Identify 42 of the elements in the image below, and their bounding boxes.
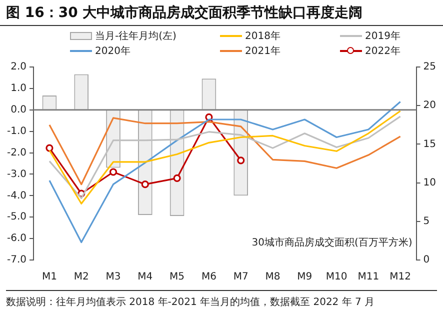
y2-tick-label: 25 [423, 62, 436, 73]
x-tick-label: M6 [201, 272, 216, 283]
y-tick-label: 1.0 [10, 83, 27, 94]
x-tick-label: M3 [106, 272, 121, 283]
text: 数据说明：往年月均值表示 2018 年-2021 年当月的均值，数据截至 2022 年 7 月 [6, 296, 376, 309]
y2-tick-label: 10 [423, 177, 436, 188]
x-tick-label: M5 [170, 272, 185, 283]
x-tick-label: M8 [265, 272, 280, 283]
point [46, 144, 54, 152]
y-tick-label: -6.0 [6, 233, 27, 244]
x-tick-label: M7 [233, 272, 248, 283]
y2-tick-label: 5 [423, 216, 430, 227]
point [109, 168, 118, 176]
y2-tick-label: 0 [423, 254, 430, 266]
x-tick-label: M4 [138, 272, 153, 283]
y2-tick-label: 20 [423, 100, 436, 112]
y-tick-label: -2.0 [6, 147, 27, 158]
x-tick-label: M1 [42, 272, 57, 283]
point [173, 174, 181, 182]
legend-label: 当月-往年月均(左) [95, 30, 176, 43]
legend-label: 2019年 [365, 30, 400, 43]
x-tick-label: M11 [358, 272, 380, 283]
y-tick-label: 0.0 [10, 104, 27, 116]
y2-tick-label: 15 [423, 138, 436, 150]
x-tick-label: M10 [326, 272, 348, 283]
chart-title: 图 16：30 大中城市商品房成交面积季节性缺口再度走阔 [0, 0, 443, 26]
y2-axis-title: 30城市商品房成交面积(百万平方米) [252, 236, 412, 249]
y-tick-label: -7.0 [6, 254, 27, 266]
x-tick-label: M9 [297, 272, 312, 283]
legend-label: 2022年 [365, 45, 400, 58]
point [141, 180, 149, 188]
legend-label: 2020年 [95, 45, 130, 58]
point [237, 156, 245, 164]
y-tick-label: -3.0 [6, 168, 27, 180]
x-tick-label: M2 [74, 272, 89, 283]
y-tick-label: -5.0 [6, 212, 27, 223]
legend-label: 2021年 [245, 45, 280, 58]
y-tick-label: -4.0 [6, 190, 27, 202]
x-tick-label: M12 [390, 272, 412, 283]
y-tick-label: -1.0 [6, 126, 27, 137]
legend-label: 2018年 [245, 30, 280, 43]
y-tick-label: 2.0 [10, 62, 27, 73]
